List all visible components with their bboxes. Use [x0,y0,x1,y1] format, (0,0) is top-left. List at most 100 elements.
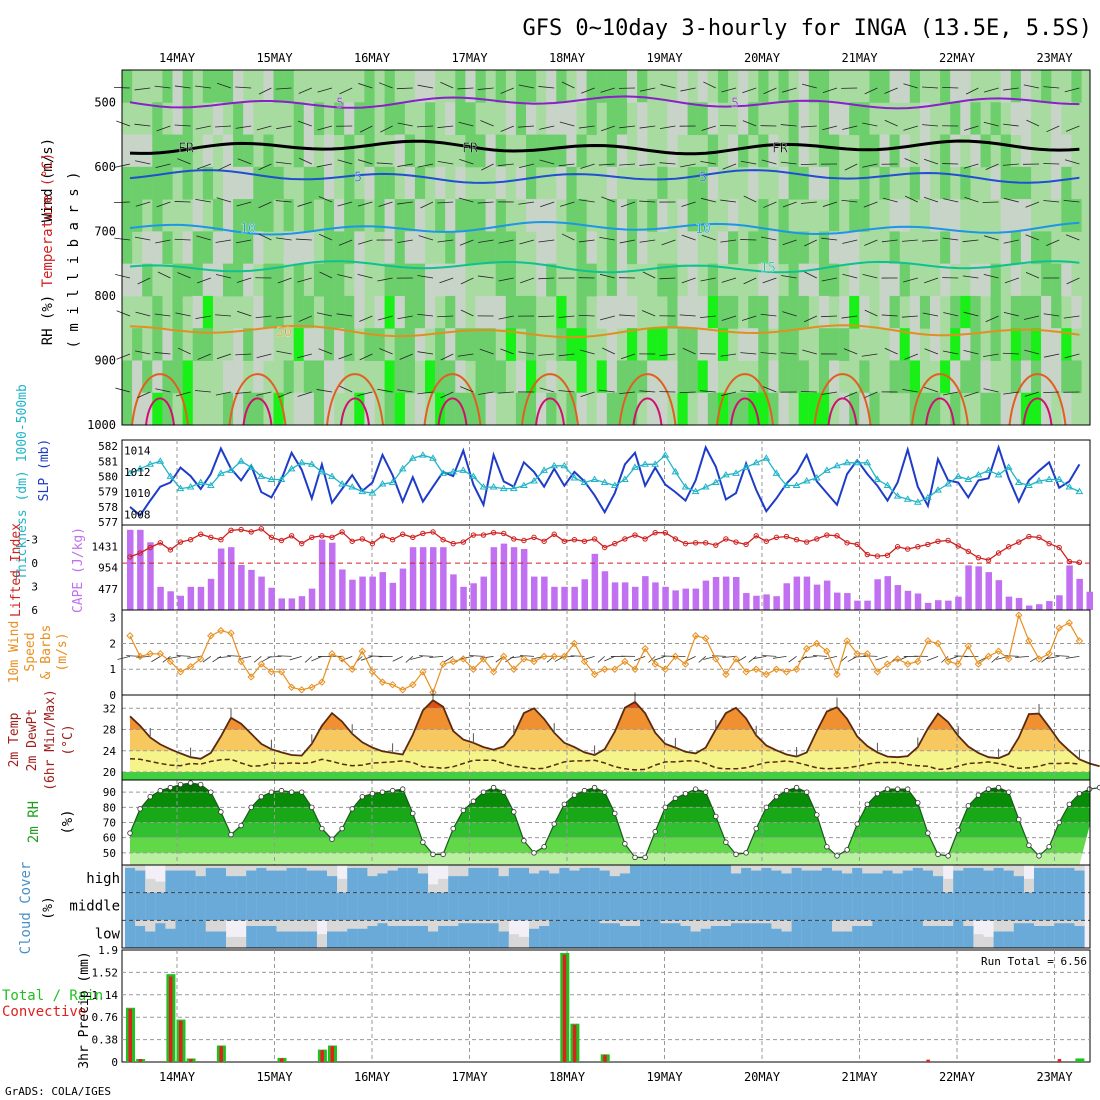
top-date-label: 15MAY [256,51,293,65]
cloud-bar-low [1054,923,1065,948]
thickness-marker [964,475,973,482]
cloud-gap-low [327,920,338,932]
rh-marker [329,836,335,842]
rh-cell [425,134,436,168]
wind-barb [297,277,312,283]
rh-cell [324,199,335,232]
wind-barb [619,125,636,129]
rh-marker [228,831,234,838]
wind-speed-marker [469,665,478,673]
surface-wind-barb [460,655,474,660]
rh-cell [132,199,143,232]
lifted-index-marker [763,538,769,544]
wind-barb [297,353,312,359]
cape-tick-label: 1431 [92,540,119,553]
thickness-marker [570,473,579,481]
cloud-bar-middle [205,892,216,921]
rh-cell [606,70,617,103]
wind-barb [599,236,615,241]
rh-cell [909,360,920,394]
rh-cell [515,392,527,426]
wind-barb [256,125,272,131]
rh-cell [586,231,597,265]
wind-barb [155,163,171,169]
thickness-marker [217,469,225,476]
rh-cell [546,263,557,297]
wind-barb [498,315,514,320]
rh-cell [404,231,415,265]
cape-bar [1036,604,1043,610]
cloud-gap-low [993,920,1004,932]
rh-cell [728,295,739,329]
wind-barb [1003,312,1019,317]
thickness-marker [257,472,266,479]
cloud-bar-middle [145,892,156,921]
cape-bar [187,586,195,610]
cloud-bar-high [832,870,843,893]
wind-barb [195,85,211,89]
wind-speed-marker [651,660,659,668]
rh-cell [546,392,557,426]
thickness-marker [600,478,609,485]
rh-cell [556,166,567,200]
wind-barb [318,233,333,241]
wind-barb [539,159,555,165]
cloud-gap-high [751,865,762,871]
cloud-gap-high [983,865,994,871]
rh-cell [738,392,749,426]
wind-barb [619,314,636,317]
thickness-marker [823,466,831,473]
lifted-index-marker [692,540,699,546]
rh-cell [829,166,840,200]
wind-speed-marker [944,657,952,666]
wind-barb [580,391,595,398]
lifted-index-marker [834,533,840,539]
rh-cell [1020,295,1032,329]
rh-cell [899,263,910,297]
rh-cell [404,166,415,200]
wind-barb [581,87,595,94]
wind-speed-marker [691,632,700,640]
cloud-gap-high [508,865,519,868]
rh-cell [758,263,769,297]
cloud-gap-low [155,920,166,924]
cloud-bar-middle [710,892,721,921]
rh-cell [758,199,769,232]
wind-barb [742,87,757,94]
cloud-bar-high [316,870,328,893]
rh-cell [879,70,890,103]
lifted-index-marker [894,544,901,550]
thickness-marker [287,464,296,472]
wind-barb [440,353,454,361]
thickness-marker [610,481,619,489]
lifted-index-marker [844,540,850,546]
bottom-date-label: 19MAY [646,1070,683,1084]
rh-cell [970,134,981,168]
thickness-marker [580,478,589,485]
cloud-gap-low [741,920,752,924]
cloud-bar-low [236,936,247,948]
wind-barb [417,391,434,395]
cloud-bar-low [145,931,156,948]
isotherm-hot [535,397,565,426]
rh-cell [384,263,395,297]
wind-speed-marker [166,657,175,666]
wind-barb [1024,315,1040,320]
rh-cell [667,295,678,329]
cloud-bar-low [377,923,388,948]
cape-bar [248,569,255,610]
cloud-gap-high [872,865,883,874]
rh-marker [804,789,810,795]
cloud-bar-low [276,931,287,948]
cloud-bar-middle [1054,892,1065,921]
rh-cell [455,295,466,329]
wind-barb [500,348,514,355]
cloud-bar-low [175,920,186,948]
rh-cell [829,199,840,232]
rh-cell [566,328,577,361]
rh-cell [273,70,284,103]
cape-bar [753,595,760,610]
lifted-index-marker [884,552,891,559]
precip-convective-bar [280,1058,284,1062]
wind-barb [275,315,292,319]
